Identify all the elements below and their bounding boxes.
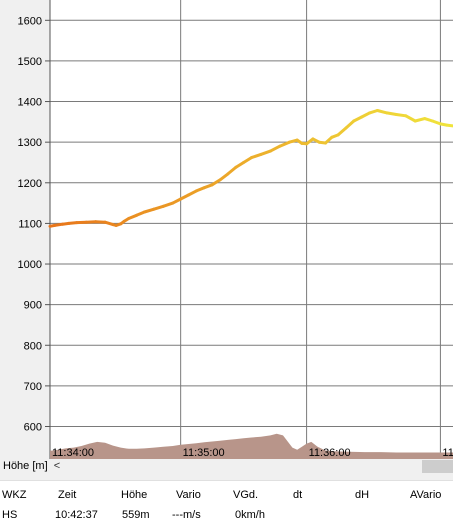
header-zeit: Zeit [58, 489, 76, 501]
y-tick-labels: 600 700 800 900 1000 1100 1200 1300 1400 1500 1600 [18, 15, 42, 433]
header-vgd: VGd. [233, 489, 258, 501]
value-vgd: 0km/h [235, 509, 265, 521]
scroll-left-button[interactable]: < [50, 459, 64, 474]
y-tick-label-1600: 1600 [18, 15, 42, 27]
elevation-chart: 600 700 800 900 1000 1100 1200 1300 1400 1500 1600… [0, 0, 453, 459]
x-tick-label-0: 11:34:00 [52, 447, 94, 459]
value-vario: ---m/s [172, 509, 201, 521]
y-tick-label-900: 900 [24, 300, 42, 312]
horizontal-scrollbar[interactable]: < [50, 459, 453, 474]
y-tick-label-1500: 1500 [18, 56, 42, 68]
chart-canvas: 600 700 800 900 1000 1100 1200 1300 1400 1500 1600… [0, 0, 453, 459]
x-tick-label-3: 11:37 [442, 447, 453, 459]
y-tick-label-800: 800 [24, 340, 42, 352]
header-avario: AVario [410, 489, 441, 501]
scroll-thumb[interactable] [422, 460, 453, 473]
y-tick-label-1000: 1000 [18, 259, 42, 271]
value-wkz: HS [2, 509, 17, 521]
value-hoehe: 559m [122, 509, 150, 521]
y-tick-label-1100: 1100 [18, 218, 42, 230]
y-tick-label-700: 700 [24, 381, 42, 393]
header-hoehe: Höhe [121, 489, 147, 501]
value-zeit: 10:42:37 [55, 509, 98, 521]
header-dt: dt [293, 489, 302, 501]
y-axis-label: Höhe [m] [0, 459, 50, 474]
y-tick-label-1200: 1200 [18, 178, 42, 190]
y-tick-label-600: 600 [24, 422, 42, 434]
header-vario: Vario [176, 489, 201, 501]
header-dh: dH [355, 489, 369, 501]
y-tick-label-1400: 1400 [18, 97, 42, 109]
line-segment-52 [447, 125, 453, 126]
plot-background [50, 0, 453, 459]
x-tick-label-2: 11:36:00 [309, 447, 351, 459]
info-table: WKZ Zeit Höhe Vario VGd. dt dH AVario HS… [0, 480, 453, 530]
x-tick-label-1: 11:35:00 [183, 447, 225, 459]
y-tick-label-1300: 1300 [18, 137, 42, 149]
header-wkz: WKZ [2, 489, 26, 501]
